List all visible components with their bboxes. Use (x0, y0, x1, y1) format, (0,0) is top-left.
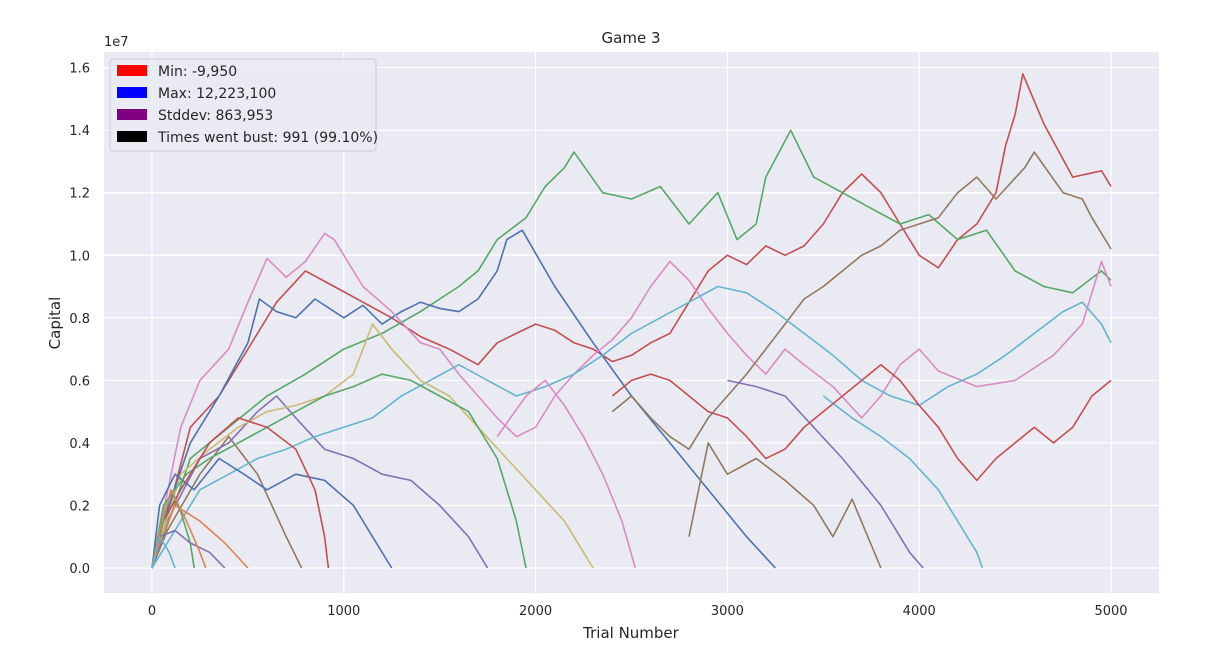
series-line-9 (151, 285, 1112, 569)
legend-entry-stddev: Stddev: 863,953 (117, 108, 273, 124)
legend-swatch-max (117, 87, 147, 98)
y-tick-label: 0.6 (69, 374, 90, 389)
y-tick-label: 1.2 (69, 187, 90, 202)
ticks: 0 1000 2000 3000 4000 5000 0.0 0.2 0.4 0.6 0.8 1.0 1… (69, 62, 1127, 619)
series-line-4 (151, 435, 303, 569)
x-tick-label: 4000 (903, 604, 936, 619)
y-tick-label: 0.2 (69, 499, 90, 514)
series-line-1 (151, 129, 1112, 569)
x-tick-label: 3000 (711, 604, 744, 619)
series-line-16 (151, 417, 330, 569)
series-line-12 (151, 504, 249, 569)
legend-entry-min: Min: -9,950 (117, 64, 237, 80)
y-tick-label: 0.8 (69, 312, 90, 327)
legend-swatch-bust (117, 131, 147, 142)
y-axis-label: Capital (46, 297, 64, 350)
series-line-21 (611, 363, 1112, 482)
series-line-8 (727, 379, 924, 569)
series-line-15 (496, 379, 637, 569)
series-line-20 (151, 535, 176, 569)
legend-label-min: Min: -9,950 (158, 64, 237, 80)
series-line-3 (151, 232, 1112, 569)
series-line-13 (151, 457, 393, 569)
x-axis-label: Trial Number (582, 624, 680, 642)
legend-swatch-stddev (117, 109, 147, 120)
x-tick-label: 2000 (519, 604, 552, 619)
series-line-2 (151, 229, 776, 569)
series-line-6 (611, 151, 1112, 451)
x-tick-label: 1000 (327, 604, 360, 619)
legend-box (109, 58, 377, 152)
legend-label-stddev: Stddev: 863,953 (158, 108, 273, 124)
series-line-11 (151, 323, 594, 569)
series-line-7 (151, 395, 489, 569)
chart-title: Game 3 (602, 29, 661, 47)
x-tick-label: 0 (148, 604, 156, 619)
legend: Min: -9,950 Max: 12,223,100 Stddev: 863,… (109, 58, 378, 152)
legend-label-bust: Times went bust: 991 (99.10%) (157, 130, 378, 146)
series-line-10 (822, 395, 984, 569)
x-tick-label: 5000 (1094, 604, 1127, 619)
y-tick-label: 0.4 (69, 437, 90, 452)
legend-swatch-min (117, 65, 147, 76)
legend-entry-max: Max: 12,223,100 (117, 86, 276, 102)
y-tick-label: 0.0 (69, 562, 90, 577)
y-scale-label: 1e7 (104, 35, 129, 50)
series-line-5 (688, 442, 882, 569)
series-line-14 (151, 373, 527, 569)
series-layer (151, 73, 1112, 569)
y-tick-label: 1.4 (69, 124, 90, 139)
y-tick-label: 1.0 (69, 249, 90, 264)
legend-entry-bust: Times went bust: 991 (99.10%) (117, 130, 378, 146)
series-line-19 (151, 488, 207, 569)
y-tick-label: 1.6 (69, 62, 90, 77)
legend-label-max: Max: 12,223,100 (158, 86, 276, 102)
